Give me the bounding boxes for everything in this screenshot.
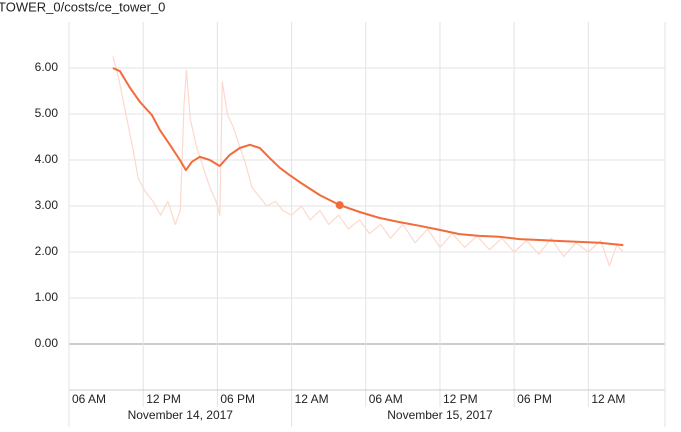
y-tick-label: 0.00 (35, 336, 59, 350)
x-tick-label: 12 PM (443, 392, 478, 406)
x-date-label: November 14, 2017 (128, 408, 234, 422)
smoothed-line (112, 67, 624, 247)
y-tick-label: 5.00 (35, 106, 59, 120)
x-tick-label: 12 AM (591, 392, 625, 406)
x-date-label: November 15, 2017 (387, 408, 493, 422)
y-tick-label: 3.00 (35, 198, 59, 212)
x-tick-label: 06 AM (369, 392, 403, 406)
y-tick-label: 4.00 (35, 152, 59, 166)
x-tick-label: 12 AM (295, 392, 329, 406)
y-tick-label: 2.00 (35, 244, 59, 258)
chart-title: TOWER_0/costs/ce_tower_0 (0, 0, 165, 14)
highlight-point (335, 201, 344, 210)
x-tick-label: 12 PM (146, 392, 181, 406)
y-tick-label: 6.00 (35, 60, 59, 74)
y-tick-label: 1.00 (35, 290, 59, 304)
x-tick-label: 06 PM (517, 392, 552, 406)
x-tick-label: 06 AM (72, 392, 106, 406)
x-tick-label: 06 PM (220, 392, 255, 406)
raw-line (112, 56, 624, 267)
